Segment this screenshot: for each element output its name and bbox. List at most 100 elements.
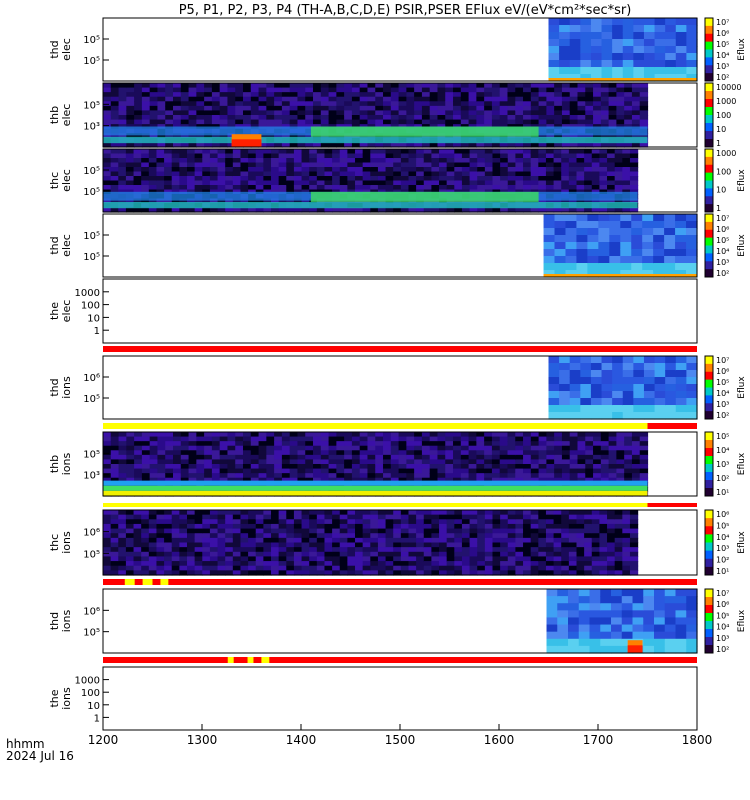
spectrogram-cell [406,454,415,461]
spectrogram-cell [593,454,602,461]
spectrogram-cell [141,96,151,102]
colorbar-segment [705,204,713,213]
spectrogram-cell [468,96,477,102]
spectrogram-cell [468,105,477,112]
spectrogram-cell [614,519,623,525]
spectrogram-cell [600,631,612,640]
spectrogram-cell [157,133,166,139]
colorbar-tick: 10⁷ [716,356,729,365]
spectrogram-cell [631,105,641,112]
spectrogram-cell [271,158,280,164]
spectrogram-cell [211,441,221,447]
spectrogram-cell [171,523,180,530]
spectrogram-cell [622,32,634,40]
spectrogram-cell [515,158,524,164]
spectrogram-cell [406,450,415,456]
spectrogram-cell [324,171,333,177]
spectrogram-cell [559,25,571,33]
spectrogram-cell [624,468,633,474]
spectrogram-cell [431,207,440,213]
spectrogram-cell [453,441,462,447]
spectrogram-cell [469,570,478,576]
spectrogram-cell [561,473,571,479]
spectrogram-cell [351,436,361,442]
spectrogram-cell [278,570,287,576]
spectrogram-cell [591,167,601,173]
spectrogram-cell [546,464,555,470]
spectrogram-cell [227,450,236,456]
spectrogram-cell [196,110,205,116]
spectrogram-cell [569,464,579,470]
spectrogram-cell [454,149,463,155]
spectrogram-cell [278,533,287,539]
spectrogram-cell [110,96,120,102]
spectrogram-cell [584,570,593,576]
spectrogram-cell [293,565,303,571]
spectrogram-cell [157,96,166,102]
spectrogram-cell [484,153,494,159]
spectrogram-cell [180,464,190,470]
spectrogram-cell [204,454,213,461]
spectrogram-cell [476,473,485,479]
spectrogram-cell [406,105,415,112]
spectrogram-cell [633,60,645,68]
spectrogram-cell [675,25,687,33]
spectrogram-cell [523,171,532,177]
spectrogram-cell [507,454,516,461]
spectrogram-cell [263,519,272,525]
spectrogram-cell [601,46,613,54]
spectrogram-cell [484,441,493,447]
spectrogram-cell [523,537,532,544]
spectrogram-cell [414,441,423,447]
spectrogram-cell [110,514,119,520]
spectrogram-cell [156,537,165,544]
spectrogram-cell [359,96,369,102]
spectrogram-cell [624,473,633,479]
spectrogram-cell [437,96,446,102]
spectrogram-cell [416,523,425,530]
spectrogram-cell [437,445,446,451]
spectrogram-cell [593,115,602,121]
spectrogram-cell [194,153,203,159]
spectrogram-cell [271,565,280,571]
spectrogram-cell [332,180,341,186]
spectrogram-cell [601,405,613,413]
spectrogram-cell [585,441,594,447]
spectrogram-cell [390,436,400,442]
spectrogram-cell [568,596,580,604]
spectrogram-cell [530,510,539,516]
colorbar-tick: 10¹ [716,567,729,576]
spectrogram-cell [393,180,402,186]
spectrogram-cell [585,83,594,89]
spectrogram-cell [576,547,585,553]
spectrogram-cell [611,631,623,640]
spectrogram-cell [398,445,407,451]
spectrogram-cell [328,115,337,121]
spectrogram-cell [110,510,119,516]
spectrogram-cell [209,176,219,182]
spectrogram-cell [225,510,234,516]
spectrogram-cell [611,596,623,604]
spectrogram-cell [611,638,623,647]
spectrogram-cell [165,92,174,98]
spectrogram-cell [266,110,275,116]
spectrogram-cell [593,473,602,479]
spectrogram-cell [500,551,509,558]
spectrogram-cell [209,510,219,516]
spectrogram-cell [255,542,264,548]
spectrogram-cell [675,235,687,243]
spectrogram-cell [289,468,299,474]
spectrogram-cell [633,412,645,420]
spectrogram-cell [491,473,501,479]
spectrogram-cell [180,96,190,102]
spectrogram-cell [507,450,516,456]
panel-label-2: ions [60,687,73,710]
spectrogram-cell [569,356,581,364]
spectrogram-cell [204,115,213,121]
spectrogram-cell [141,92,151,98]
spectrogram-cell [133,510,142,516]
spectrogram-cell [584,167,593,173]
spectrogram-cell [484,176,494,182]
spectrogram-cell [408,561,417,567]
